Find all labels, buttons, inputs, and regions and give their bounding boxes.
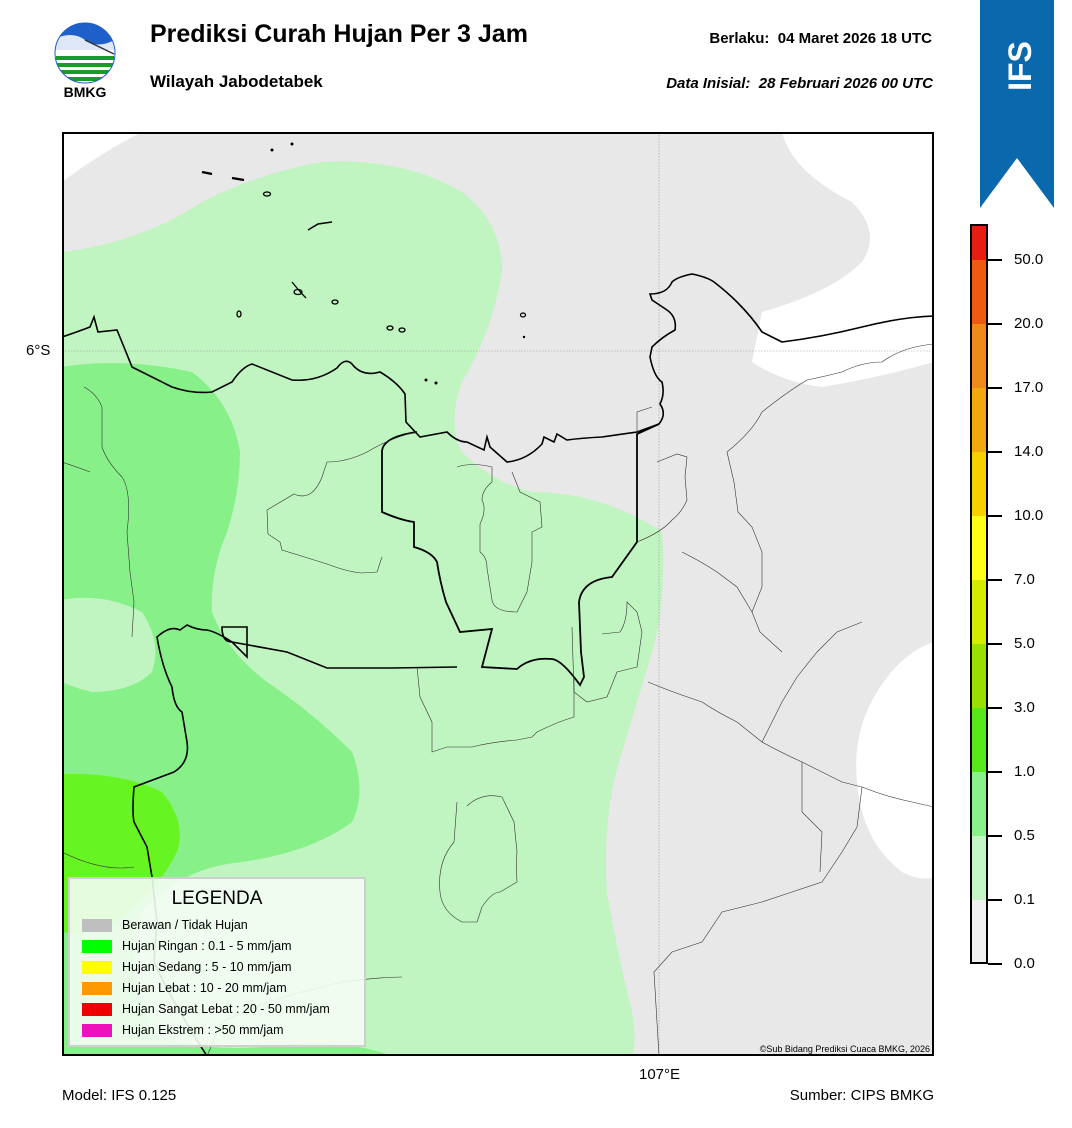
valid-time: Berlaku: 04 Maret 2026 18 UTC	[709, 30, 932, 47]
legend-label: Hujan Sedang : 5 - 10 mm/jam	[122, 960, 292, 974]
colorbar-tick-label: 14.0	[1014, 443, 1044, 460]
district-boundaries	[62, 343, 934, 1056]
colorbar-band	[970, 772, 988, 836]
colorbar-tick-label: 10.0	[1014, 507, 1044, 524]
legend-label: Hujan Ringan : 0.1 - 5 mm/jam	[122, 939, 292, 953]
colorbar-band	[970, 836, 988, 900]
colorbar-tick-label: 7.0	[1014, 571, 1035, 588]
bmkg-logo-icon	[54, 22, 116, 84]
legend-box: LEGENDA Berawan / Tidak Hujan Hujan Ring…	[68, 877, 366, 1047]
colorbar-band	[970, 260, 988, 324]
colorbar-band	[970, 580, 988, 644]
colorbar-band	[970, 644, 988, 708]
legend-item: Hujan Sangat Lebat : 20 - 50 mm/jam	[82, 1000, 330, 1018]
colorbar-tick	[988, 323, 1002, 325]
legend-label: Hujan Sangat Lebat : 20 - 50 mm/jam	[122, 1002, 330, 1016]
colorbar-tick-label: 5.0	[1014, 635, 1035, 652]
colorbar-tick	[988, 579, 1002, 581]
colorbar	[970, 224, 988, 964]
colorbar-tick	[988, 771, 1002, 773]
legend-item: Berawan / Tidak Hujan	[82, 916, 248, 934]
init-value: 28 Februari 2026 00 UTC	[758, 75, 933, 92]
legend-item: Hujan Lebat : 10 - 20 mm/jam	[82, 979, 287, 997]
legend-swatch	[82, 939, 112, 953]
init-label: Data Inisial:	[666, 75, 751, 92]
legend-item: Hujan Sedang : 5 - 10 mm/jam	[82, 958, 292, 976]
lon-tick-label: 107°E	[639, 1066, 681, 1083]
legend-swatch	[82, 1002, 112, 1016]
colorbar-tick	[988, 707, 1002, 709]
colorbar-band	[970, 452, 988, 516]
model-label: Model: IFS 0.125	[62, 1087, 177, 1104]
colorbar-tick	[988, 515, 1002, 517]
coastline	[62, 273, 934, 463]
valid-value: 04 Maret 2026 18 UTC	[777, 30, 932, 47]
init-time: Data Inisial: 28 Februari 2026 00 UTC	[666, 75, 933, 92]
valid-label: Berlaku:	[709, 30, 770, 47]
colorbar-tick-label: 17.0	[1014, 379, 1044, 396]
colorbar-tick	[988, 835, 1002, 837]
colorbar-tick	[988, 643, 1002, 645]
province-boundary	[381, 423, 660, 687]
page-title: Prediksi Curah Hujan Per 3 Jam	[150, 20, 528, 48]
colorbar-band	[970, 324, 988, 388]
colorbar-tick	[988, 899, 1002, 901]
colorbar-tick-label: 0.1	[1014, 891, 1035, 908]
legend-label: Hujan Lebat : 10 - 20 mm/jam	[122, 981, 287, 995]
ifs-ribbon: IFS	[980, 0, 1054, 208]
colorbar-band	[970, 388, 988, 452]
colorbar-tick-label: 1.0	[1014, 763, 1035, 780]
page-subtitle: Wilayah Jabodetabek	[150, 72, 323, 91]
colorbar-tick-label: 0.5	[1014, 827, 1035, 844]
white-area-ne	[62, 132, 934, 387]
legend-swatch	[82, 960, 112, 974]
colorbar-tick	[988, 259, 1002, 261]
colorbar-band	[970, 708, 988, 772]
colorbar-tick-label: 20.0	[1014, 315, 1044, 332]
ribbon-text: IFS	[1002, 41, 1038, 91]
legend-item: Hujan Ringan : 0.1 - 5 mm/jam	[82, 937, 292, 955]
legend-label: Hujan Ekstrem : >50 mm/jam	[122, 1023, 284, 1037]
legend-item: Hujan Ekstrem : >50 mm/jam	[82, 1021, 284, 1039]
source-label: Sumber: CIPS BMKG	[789, 1087, 934, 1104]
legend-swatch	[82, 918, 112, 932]
lat-tick-label: 6°S	[26, 342, 51, 359]
colorbar-band	[970, 516, 988, 580]
colorbar-tick-label: 0.0	[1014, 955, 1035, 972]
colorbar-tick-label: 3.0	[1014, 699, 1035, 716]
colorbar-tick	[988, 451, 1002, 453]
colorbar-band	[970, 224, 988, 260]
colorbar-tick-label: 50.0	[1014, 251, 1044, 268]
colorbar-tick	[988, 387, 1002, 389]
legend-swatch	[82, 981, 112, 995]
copyright-text: ©Sub Bidang Prediksi Cuaca BMKG, 2026	[760, 1044, 930, 1054]
logo-text: BMKG	[63, 84, 107, 100]
colorbar-tick	[988, 963, 1002, 965]
legend-swatch	[82, 1023, 112, 1037]
legend-title: LEGENDA	[171, 888, 263, 909]
colorbar-band	[970, 900, 988, 964]
legend-label: Berawan / Tidak Hujan	[122, 918, 248, 932]
